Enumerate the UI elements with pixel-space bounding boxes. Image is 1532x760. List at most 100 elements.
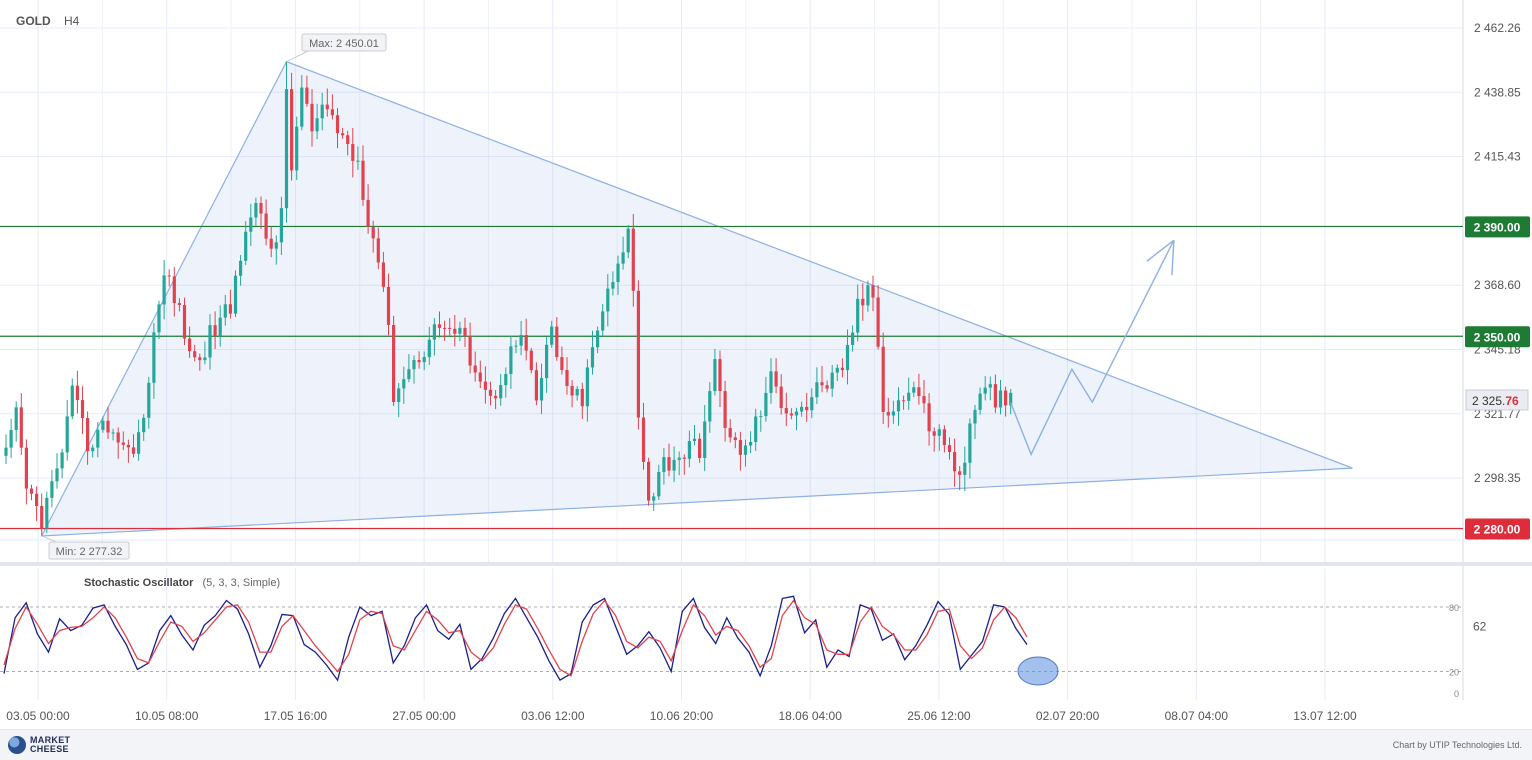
candle-body <box>749 441 753 446</box>
candle-body <box>601 311 605 331</box>
candle-body <box>351 144 355 161</box>
candle-body <box>244 231 248 261</box>
candle-body <box>70 385 74 417</box>
forecast-arrowhead-left <box>1146 239 1175 262</box>
candle-body <box>912 387 916 393</box>
time-axis: 03.05 00:00 10.05 08:00 17.05 16:00 27.05 0… <box>6 709 1357 723</box>
panel-separator <box>0 562 1532 566</box>
candle-body <box>167 275 171 277</box>
candle-body <box>794 411 799 416</box>
candle-body <box>662 457 666 472</box>
candle-body <box>213 325 217 336</box>
candle-body <box>800 406 804 412</box>
candle-body <box>75 385 79 401</box>
candle-body <box>366 199 370 227</box>
candle-body <box>386 286 391 325</box>
candle-body <box>284 89 289 209</box>
candle-body <box>249 217 253 232</box>
stochastic-tick-label: 0 <box>1454 689 1459 699</box>
candle-body <box>713 359 717 392</box>
candlestick-series <box>4 61 1013 536</box>
candle-body <box>978 393 982 410</box>
candle-body <box>45 497 49 529</box>
candle-body <box>315 118 319 132</box>
min-annotation-box <box>48 541 130 560</box>
level-price-labels: 2 390.00 2 350.00 2 280.00 <box>1465 216 1530 540</box>
timeframe-label: H4 <box>64 14 80 28</box>
stochastic-current-label: 62 <box>1473 619 1487 633</box>
candle-body <box>667 457 671 471</box>
candle-body <box>677 457 681 460</box>
candle-body <box>825 385 829 389</box>
candle-body <box>290 89 294 171</box>
candle-body <box>50 481 54 498</box>
candle-body <box>19 407 23 448</box>
candle-body <box>840 367 844 371</box>
candle-body <box>162 275 166 305</box>
max-annotation-box <box>301 33 387 52</box>
candle-body <box>453 328 457 334</box>
candle-body <box>743 445 748 455</box>
candle-body <box>922 396 926 404</box>
brand-logo-line2: CHEESE <box>30 744 69 754</box>
candle-body <box>550 326 554 345</box>
candle-body <box>580 388 584 407</box>
candle-body <box>769 371 773 393</box>
candle-body <box>708 391 712 422</box>
candle-body <box>820 382 824 386</box>
candle-body <box>784 408 788 414</box>
current-price-main: 2 325. <box>1472 394 1505 408</box>
candle-body <box>596 330 600 348</box>
level-label-box <box>1465 326 1530 348</box>
price-tick-label: 2 462.26 <box>1474 21 1521 35</box>
candle-body <box>4 447 8 456</box>
candle-body <box>907 392 911 401</box>
candle-body <box>182 304 187 339</box>
candle-body <box>789 413 793 416</box>
candle-body <box>641 417 646 462</box>
candle-body <box>626 228 630 253</box>
candle-body <box>953 451 957 472</box>
candle-body <box>963 462 967 475</box>
candle-body <box>779 386 783 409</box>
candle-body <box>703 421 707 458</box>
candle-body <box>443 327 447 329</box>
candle-body <box>687 441 691 459</box>
candle-body <box>1004 390 1008 406</box>
candle-body <box>973 409 977 424</box>
candle-body <box>560 357 564 370</box>
candle-body <box>565 369 569 386</box>
time-tick-label: 18.06 04:00 <box>778 709 842 723</box>
candle-body <box>718 359 722 392</box>
candle-body <box>463 327 467 336</box>
candle-body <box>682 457 686 459</box>
symbol-header: GOLD H4 <box>16 14 79 28</box>
candle-body <box>835 367 839 373</box>
candle-body <box>305 87 309 104</box>
level-label: 2 280.00 <box>1474 523 1521 537</box>
candle-body <box>902 400 906 402</box>
time-tick-label: 03.05 00:00 <box>6 709 70 723</box>
candle-body <box>86 418 90 452</box>
time-tick-label: 27.05 00:00 <box>392 709 456 723</box>
time-tick-label: 13.07 12:00 <box>1293 709 1357 723</box>
candle-body <box>866 285 870 306</box>
candle-body <box>147 382 151 418</box>
max-annotation-label: Max: 2 450.01 <box>309 38 379 50</box>
candle-body <box>381 262 385 287</box>
candle-body <box>774 371 778 387</box>
candle-body <box>417 360 421 363</box>
candle-body <box>636 290 640 418</box>
level-label: 2 350.00 <box>1474 330 1521 344</box>
candle-body <box>488 389 493 396</box>
candle-body <box>341 133 345 136</box>
candle-body <box>346 135 350 145</box>
candle-body <box>300 87 304 127</box>
candle-body <box>9 430 13 448</box>
candle-body <box>896 400 901 412</box>
candle-body <box>871 285 875 298</box>
candle-body <box>402 379 406 389</box>
forecast-path <box>1010 239 1175 457</box>
candle-body <box>65 416 69 453</box>
candle-body <box>509 346 513 374</box>
